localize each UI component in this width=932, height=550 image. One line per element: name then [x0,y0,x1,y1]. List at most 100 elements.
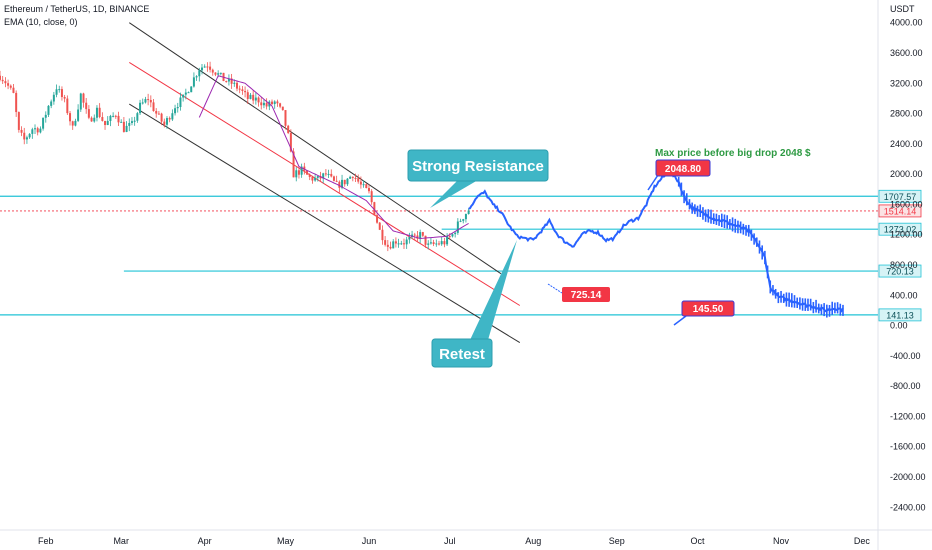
candle-body [322,173,325,179]
candle-body [87,109,90,118]
strong-resistance-box [407,149,549,182]
y-tick-label: 800.00 [890,260,918,270]
candle-body [257,97,260,103]
candle-body [349,176,352,179]
level-price-label: 720.13 [886,267,914,277]
candle-body [254,97,257,101]
candle-body [176,107,179,109]
candle-body [446,236,449,245]
candle-body [265,102,268,107]
candle-body [211,69,214,73]
y-tick-label: 0.00 [890,321,908,331]
candle-body [378,222,381,230]
channel-line [129,103,521,344]
candle-body [335,180,338,182]
y-tick-label: 3200.00 [890,78,923,88]
candle-body [308,174,311,177]
candle-body [171,113,174,120]
strong-resistance-pointer [430,180,478,208]
candle-body [152,102,155,112]
low-price-label-box [562,287,610,302]
candle-body [206,66,209,68]
candle-body [241,89,244,91]
candle-body [314,177,317,181]
projection-layer [468,171,844,318]
candle-body [451,234,454,237]
candle-body [66,98,69,114]
y-tick-label: 2400.00 [890,139,923,149]
projection-path [468,171,844,313]
candle-body [120,121,123,123]
candle-body [101,117,104,121]
candle-body [225,81,228,83]
candle-body [179,97,182,108]
candle-body [95,107,98,118]
candle-body [98,107,101,118]
candle-body [34,128,37,130]
candle-body [90,117,93,122]
candle-body [373,202,376,216]
candle-body [155,111,158,114]
y-tick-label: -1200.00 [890,411,926,421]
candle-body [203,66,206,68]
candle-body [31,129,34,134]
candle-body [346,178,349,185]
candle-body [60,89,63,98]
candle-body [157,113,160,115]
candle-body [63,97,66,99]
x-tick-label: Jun [362,536,377,546]
candle-body [184,92,187,95]
candle-body [402,243,405,245]
candle-body [386,244,389,247]
candle-body [281,106,284,111]
candle-body [136,113,139,121]
horizontal-levels-layer: 1707.57 1514.14 1273.02 720.13 141.13 [0,189,922,322]
candle-body [419,232,422,239]
candle-body [260,102,263,106]
candle-body [262,102,265,106]
level-price-label: 1273.02 [884,225,917,235]
candle-body [384,240,387,245]
candle-body [233,82,236,84]
candle-body [117,115,120,123]
candle-body [12,87,15,93]
channel-line [128,22,502,275]
candle-body [416,235,419,239]
level-price-tag [878,308,922,322]
candle-body [306,170,309,175]
candle-body [330,173,333,177]
candle-body [273,101,276,105]
level-price-tag [878,204,922,218]
candle-body [389,246,392,249]
candle-body [413,234,416,236]
candle-body [448,236,451,238]
candle-body [93,117,96,122]
ema-indicator-label: EMA (10, close, 0) [4,17,78,27]
target-label-arrow [673,315,687,326]
candle-body [149,99,152,103]
candle-body [459,220,462,222]
candle-body [219,72,222,74]
candle-body [362,184,365,186]
currency-label: USDT [890,4,915,14]
candle-body [279,103,282,107]
candle-body [429,242,432,244]
candle-body [147,99,150,101]
x-tick-label: May [277,536,295,546]
candle-body [284,110,287,126]
candle-body [85,102,88,110]
ema-layer [198,75,469,240]
candle-body [28,133,31,138]
retest-pointer [470,240,517,340]
channel-line [129,62,521,306]
candle-body [74,120,77,126]
low-price-label: 725.14 [571,290,602,301]
candle-body [122,121,125,132]
candle-body [190,86,193,93]
candle-body [104,120,107,126]
candle-body [58,89,61,91]
level-price-label: 1514.14 [884,206,917,216]
candle-body [367,188,370,192]
chart-symbol-title: Ethereum / TetherUS, 1D, BINANCE [4,4,150,14]
